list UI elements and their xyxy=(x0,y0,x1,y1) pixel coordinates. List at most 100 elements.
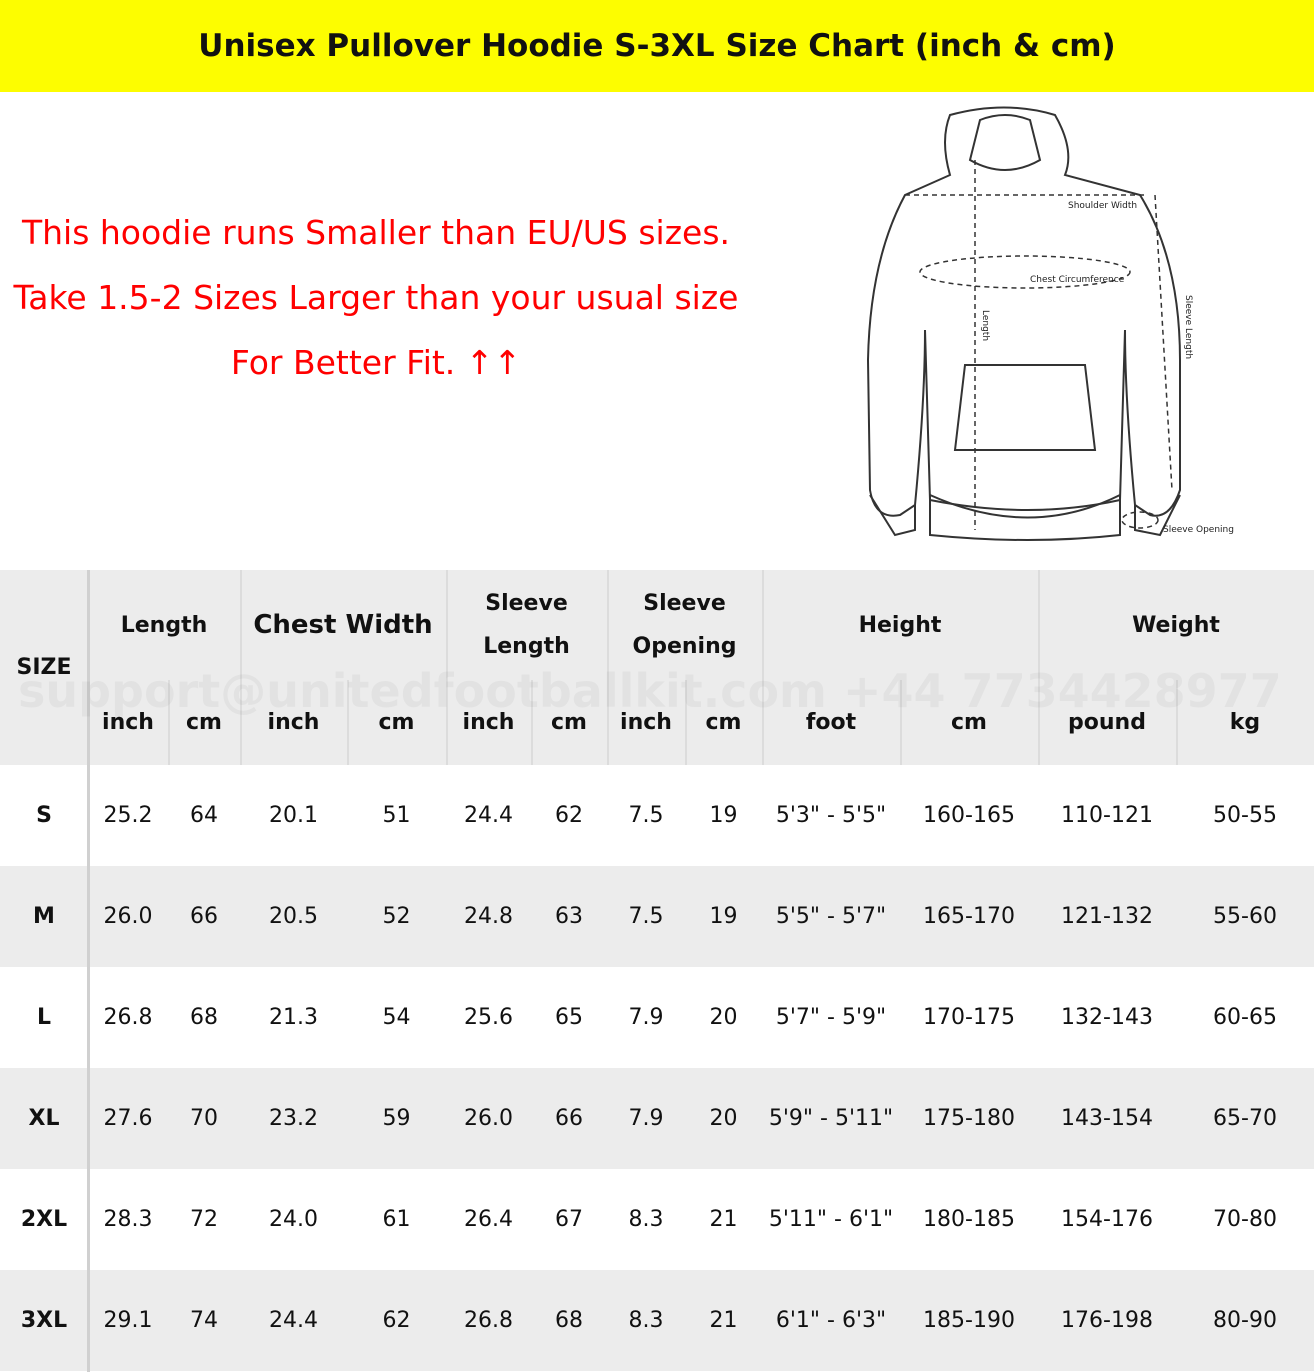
value-cell: 62 xyxy=(555,803,583,828)
row-bg xyxy=(0,1068,1314,1169)
value-cell: 160-165 xyxy=(923,803,1015,828)
value-cell: 20 xyxy=(709,1106,738,1131)
size-cell: XL xyxy=(28,1106,60,1131)
divider xyxy=(1038,570,1040,765)
value-cell: 25.6 xyxy=(464,1005,513,1030)
group-header: Sleeve Length xyxy=(446,570,607,680)
value-cell: 64 xyxy=(190,803,218,828)
watermark: support@unitedfootballkit.com +44 773442… xyxy=(18,664,1282,718)
unit-header: cm xyxy=(705,710,742,735)
value-cell: 72 xyxy=(190,1207,218,1232)
value-cell: 29.1 xyxy=(103,1308,153,1333)
value-cell: 19 xyxy=(709,803,738,828)
value-cell: 5'7" - 5'9" xyxy=(775,1005,887,1030)
value-cell: 70-80 xyxy=(1213,1207,1277,1232)
divider xyxy=(762,680,764,765)
value-cell: 26.8 xyxy=(103,1005,153,1030)
unit-header: inch xyxy=(267,710,320,735)
divider xyxy=(347,680,349,765)
size-cell: M xyxy=(33,904,55,929)
size-table: SIZE Length Chest Width Sleeve Length Sleeve… xyxy=(0,570,1314,1372)
diagram-label: Sleeve Length xyxy=(1183,295,1193,359)
value-cell: 24.0 xyxy=(269,1207,318,1232)
value-cell: 24.4 xyxy=(464,803,513,828)
divider xyxy=(607,570,609,765)
group-header: Height xyxy=(762,570,1038,680)
divider xyxy=(607,680,609,765)
value-cell: 26.0 xyxy=(103,904,153,929)
value-cell: 60-65 xyxy=(1213,1005,1277,1030)
divider xyxy=(1038,680,1040,765)
value-cell: 6'1" - 6'3" xyxy=(775,1308,887,1333)
value-cell: 51 xyxy=(382,803,411,828)
value-cell: 27.6 xyxy=(103,1106,153,1131)
unit-header: foot xyxy=(805,710,857,735)
value-cell: 52 xyxy=(382,904,411,929)
value-cell: 26.4 xyxy=(464,1207,513,1232)
group-header: Length xyxy=(88,570,240,680)
value-cell: 67 xyxy=(555,1207,583,1232)
value-cell: 62 xyxy=(382,1308,411,1333)
group-header: Sleeve Opening xyxy=(607,570,762,680)
value-cell: 8.3 xyxy=(628,1207,664,1232)
value-cell: 25.2 xyxy=(103,803,153,828)
diagram-label: Chest Circumference xyxy=(1030,275,1125,285)
size-cell: L xyxy=(36,1005,52,1030)
value-cell: 180-185 xyxy=(923,1207,1015,1232)
value-cell: 8.3 xyxy=(628,1308,664,1333)
value-cell: 54 xyxy=(382,1005,411,1030)
value-cell: 20.5 xyxy=(269,904,318,929)
divider xyxy=(1176,680,1178,765)
size-header: SIZE xyxy=(16,655,72,680)
unit-header: cm xyxy=(551,710,587,735)
diagram-label: Length xyxy=(980,310,990,341)
unit-header: inch xyxy=(462,710,515,735)
unit-header: inch xyxy=(102,710,154,735)
value-cell: 20 xyxy=(709,1005,738,1030)
value-cell: 68 xyxy=(555,1308,583,1333)
divider xyxy=(531,680,533,765)
value-cell: 50-55 xyxy=(1213,803,1277,828)
row-bg xyxy=(0,1270,1314,1371)
divider xyxy=(87,570,90,1372)
hoodie-diagram: Shoulder Width Chest Circumference Lengt… xyxy=(866,106,1234,541)
value-cell: 20.1 xyxy=(269,803,318,828)
value-cell: 55-60 xyxy=(1213,904,1277,929)
value-cell: 7.9 xyxy=(628,1106,664,1131)
value-cell: 121-132 xyxy=(1061,904,1153,929)
group-header-text: Sleeve Opening xyxy=(632,591,737,659)
value-cell: 66 xyxy=(190,904,218,929)
size-cell: 3XL xyxy=(20,1308,68,1333)
diagram-label: Sleeve Opening xyxy=(1163,525,1234,535)
value-cell: 28.3 xyxy=(103,1207,153,1232)
value-cell: 63 xyxy=(555,904,583,929)
divider xyxy=(446,570,448,765)
row-bg xyxy=(0,866,1314,967)
unit-header: cm xyxy=(378,710,415,735)
divider xyxy=(762,570,764,765)
group-header-text: Length xyxy=(120,612,208,638)
value-cell: 26.8 xyxy=(464,1308,513,1333)
value-cell: 59 xyxy=(382,1106,411,1131)
value-cell: 170-175 xyxy=(923,1005,1015,1030)
value-cell: 5'3" - 5'5" xyxy=(775,803,887,828)
value-cell: 74 xyxy=(190,1308,218,1333)
value-cell: 80-90 xyxy=(1213,1308,1277,1333)
unit-header: inch xyxy=(620,710,672,735)
group-header-text: Sleeve Length xyxy=(483,591,570,659)
value-cell: 24.4 xyxy=(269,1308,318,1333)
row-bg xyxy=(0,1169,1314,1270)
size-cell: 2XL xyxy=(20,1207,68,1232)
divider xyxy=(240,680,242,765)
unit-header: cm xyxy=(951,710,987,735)
value-cell: 7.9 xyxy=(628,1005,664,1030)
value-cell: 65-70 xyxy=(1213,1106,1277,1131)
value-cell: 110-121 xyxy=(1061,803,1153,828)
value-cell: 7.5 xyxy=(628,904,664,929)
value-cell: 21.3 xyxy=(269,1005,318,1030)
notice-line: Take 1.5-2 Sizes Larger than your usual … xyxy=(13,278,739,382)
value-cell: 5'5" - 5'7" xyxy=(775,904,887,929)
value-cell: 21 xyxy=(709,1207,738,1232)
value-cell: 65 xyxy=(555,1005,583,1030)
